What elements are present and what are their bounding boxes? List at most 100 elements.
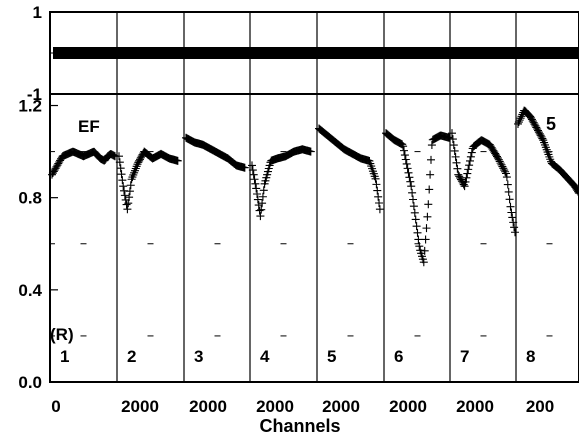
data-point <box>509 218 518 227</box>
data-point <box>258 192 267 201</box>
data-point <box>119 182 128 191</box>
data-point <box>117 170 126 179</box>
data-point <box>449 141 458 150</box>
data-point <box>421 235 430 244</box>
data-point <box>507 208 516 217</box>
data-point <box>466 156 474 165</box>
main-y-tick-label: 0.8 <box>18 189 42 208</box>
data-point <box>465 161 474 170</box>
main-y-tick-label: 0.4 <box>18 281 42 300</box>
data-point <box>125 187 134 196</box>
data-point <box>517 112 526 121</box>
main-panel: 1.2 0.8 0.4 0.0 <box>18 93 579 392</box>
data-point <box>124 199 133 208</box>
data-point <box>498 162 507 171</box>
data-point <box>464 165 473 174</box>
data-point <box>463 169 472 178</box>
data-point <box>448 129 456 138</box>
data-point <box>373 186 382 195</box>
data-point <box>453 164 462 173</box>
data-point <box>420 246 429 255</box>
data-point <box>419 258 428 267</box>
data-point <box>254 201 263 210</box>
data-point <box>306 147 315 156</box>
data-point <box>467 148 476 157</box>
channel-axis-label: (R) <box>50 325 74 344</box>
data-point <box>375 198 384 207</box>
data-point <box>412 222 421 231</box>
data-point <box>505 195 514 204</box>
channel-series-2 <box>115 147 182 214</box>
data-point <box>499 164 508 173</box>
channel-series-7 <box>448 129 519 237</box>
data-point <box>173 156 182 165</box>
data-point <box>504 187 513 196</box>
channel-series-6 <box>382 129 453 267</box>
data-point <box>500 166 509 175</box>
data-point <box>497 160 506 169</box>
data-point <box>248 161 256 170</box>
data-point <box>251 179 260 188</box>
data-point <box>256 212 265 221</box>
data-point <box>404 168 413 177</box>
data-point <box>411 215 420 224</box>
data-point <box>375 205 384 214</box>
data-point <box>461 177 470 186</box>
data-point <box>506 202 515 211</box>
data-point <box>427 155 435 164</box>
data-point <box>253 195 262 204</box>
data-point <box>455 172 464 181</box>
residual-y-tick-label: -1 <box>27 85 42 104</box>
data-point <box>413 228 422 237</box>
chart-labels: 1 2 3 4 5 6 7 8 (R) EF 5 0 2000 2000 2000 2000 2000 2000 2… <box>50 114 556 436</box>
channel-label: 2 <box>127 347 136 366</box>
data-point <box>462 173 471 182</box>
data-point <box>253 189 262 198</box>
x-axis-title: Channels <box>259 416 340 436</box>
data-point <box>250 175 259 184</box>
data-point <box>257 205 266 214</box>
data-point <box>407 182 416 191</box>
residual-panel: 1 -1 <box>27 3 579 104</box>
data-point <box>423 212 432 221</box>
data-point <box>503 180 512 189</box>
data-point <box>514 119 522 128</box>
data-point <box>408 188 417 197</box>
data-point <box>511 228 519 237</box>
data-point <box>502 169 510 178</box>
data-point <box>409 202 418 211</box>
data-point <box>258 199 267 208</box>
data-point <box>424 200 433 209</box>
data-point <box>120 191 129 200</box>
data-point <box>515 116 524 125</box>
data-point <box>248 166 257 175</box>
channel-label: 1 <box>60 347 69 366</box>
x-tick-label: 2000 <box>121 397 159 416</box>
data-point <box>495 157 504 166</box>
data-point <box>374 192 383 201</box>
data-point <box>240 163 249 172</box>
data-point <box>259 186 268 195</box>
main-y-tick-label: 0.0 <box>18 373 42 392</box>
channel-label: 4 <box>260 347 270 366</box>
channel-label: 3 <box>194 347 203 366</box>
data-point <box>457 175 465 184</box>
data-point <box>415 242 424 251</box>
data-point <box>123 205 132 214</box>
channel-label: 5 <box>327 347 336 366</box>
data-point <box>405 173 414 182</box>
data-point <box>410 208 419 217</box>
data-point <box>402 159 411 168</box>
data-point <box>510 223 519 232</box>
data-point <box>115 158 124 167</box>
data-point <box>422 224 431 233</box>
data-point <box>403 164 412 173</box>
data-point <box>574 187 579 196</box>
corner-label: 5 <box>546 114 556 134</box>
data-point <box>494 155 503 164</box>
channel-series-5 <box>315 124 384 214</box>
channel-label: 8 <box>526 347 535 366</box>
data-point <box>401 155 410 164</box>
data-point <box>126 181 135 190</box>
residual-band <box>53 47 579 59</box>
